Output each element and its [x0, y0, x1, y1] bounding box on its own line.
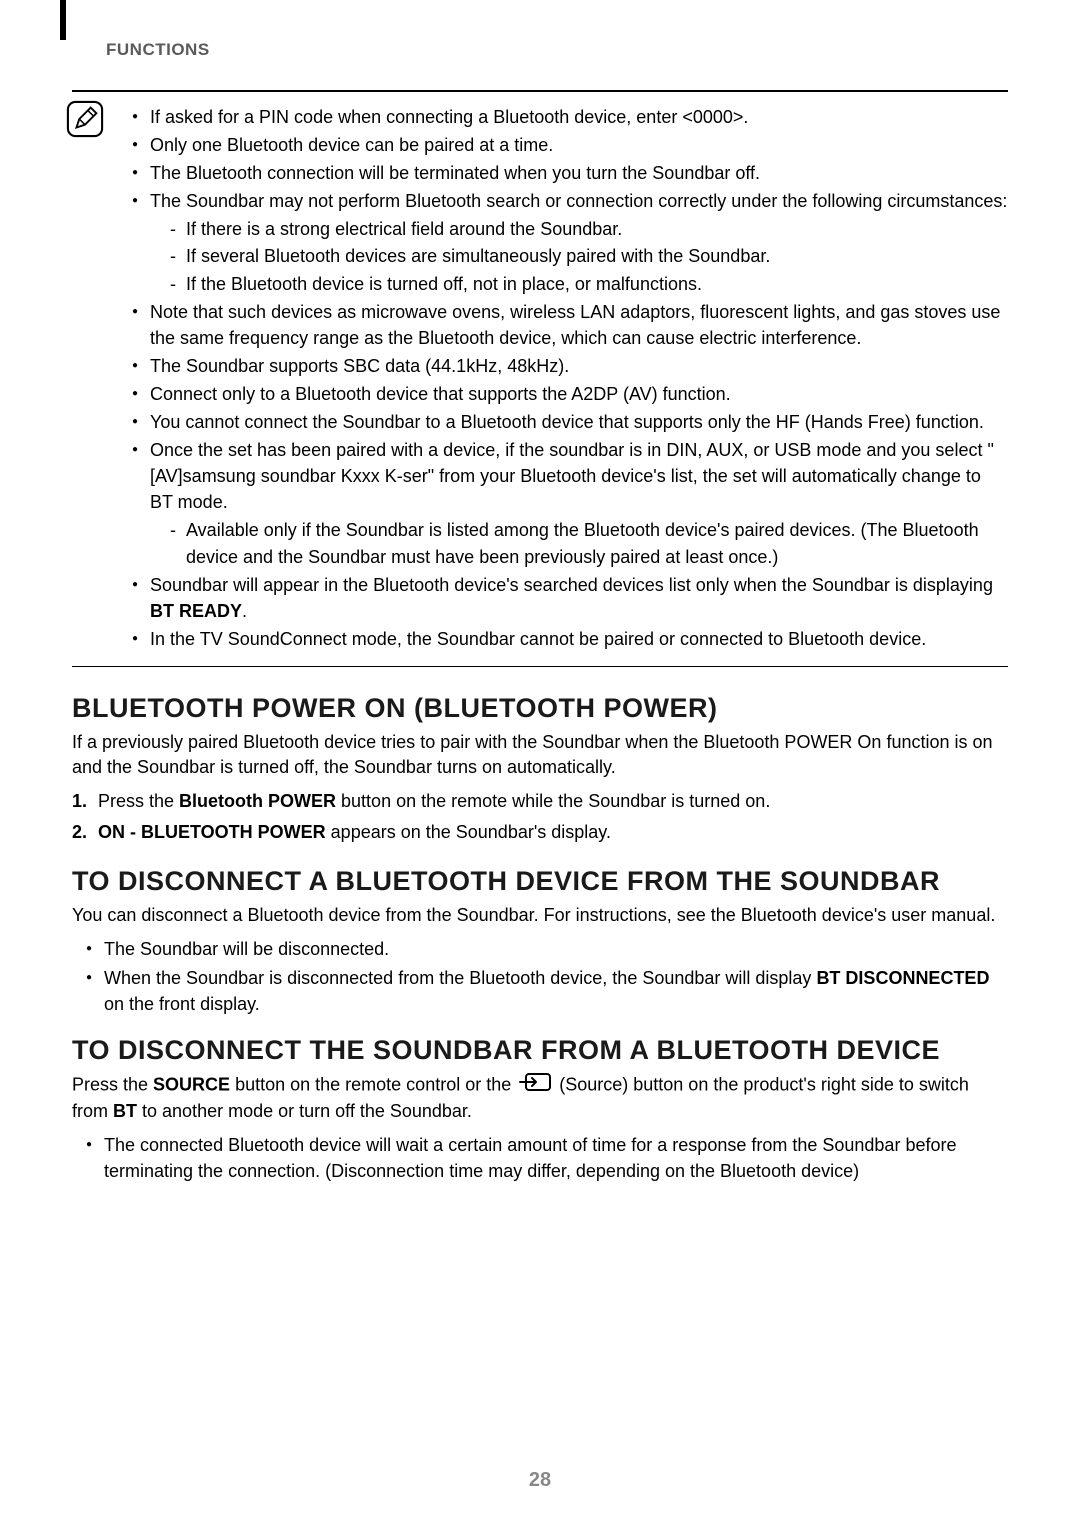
note-item: The Soundbar may not perform Bluetooth s… — [132, 188, 1008, 296]
intro-disconnect-soundbar: Press the SOURCE button on the remote co… — [72, 1072, 1008, 1124]
note-item: Connect only to a Bluetooth device that … — [132, 381, 1008, 407]
list-item: The Soundbar will be disconnected. — [86, 936, 1008, 962]
source-icon — [518, 1072, 552, 1099]
note-item: Only one Bluetooth device can be paired … — [132, 132, 1008, 158]
list-item: The connected Bluetooth device will wait… — [86, 1132, 1008, 1184]
note-item: You cannot connect the Soundbar to a Blu… — [132, 409, 1008, 435]
note-pencil-icon — [66, 100, 104, 138]
heading-bluetooth-power: BLUETOOTH POWER ON (BLUETOOTH POWER) — [72, 693, 1008, 724]
heading-disconnect-soundbar: TO DISCONNECT THE SOUNDBAR FROM A BLUETO… — [72, 1035, 1008, 1066]
note-subitem: If there is a strong electrical field ar… — [170, 216, 1008, 242]
section-bluetooth-power: BLUETOOTH POWER ON (BLUETOOTH POWER) If … — [72, 693, 1008, 846]
section-disconnect-soundbar: TO DISCONNECT THE SOUNDBAR FROM A BLUETO… — [72, 1035, 1008, 1185]
note-subitem: Available only if the Soundbar is listed… — [170, 517, 1008, 569]
step-item: 1.Press the Bluetooth POWER button on th… — [72, 788, 1008, 815]
heading-disconnect-device: TO DISCONNECT A BLUETOOTH DEVICE FROM TH… — [72, 866, 1008, 897]
note-subitem: If several Bluetooth devices are simulta… — [170, 243, 1008, 269]
note-item: Once the set has been paired with a devi… — [132, 437, 1008, 569]
section-disconnect-device: TO DISCONNECT A BLUETOOTH DEVICE FROM TH… — [72, 866, 1008, 1016]
note-subitem: If the Bluetooth device is turned off, n… — [170, 271, 1008, 297]
note-item: Soundbar will appear in the Bluetooth de… — [132, 572, 1008, 624]
list-item: When the Soundbar is disconnected from t… — [86, 965, 1008, 1017]
note-box: If asked for a PIN code when connecting … — [72, 90, 1008, 667]
intro-disconnect-device: You can disconnect a Bluetooth device fr… — [72, 903, 1008, 928]
intro-bluetooth-power: If a previously paired Bluetooth device … — [72, 730, 1008, 780]
page-number: 28 — [0, 1469, 1080, 1492]
step-item: 2.ON - BLUETOOTH POWER appears on the So… — [72, 819, 1008, 846]
note-item: The Bluetooth connection will be termina… — [132, 160, 1008, 186]
header-tab — [60, 0, 66, 40]
note-item: The Soundbar supports SBC data (44.1kHz,… — [132, 353, 1008, 379]
note-item: Note that such devices as microwave oven… — [132, 299, 1008, 351]
note-item: In the TV SoundConnect mode, the Soundba… — [132, 626, 1008, 652]
note-item: If asked for a PIN code when connecting … — [132, 104, 1008, 130]
section-header: FUNCTIONS — [106, 40, 1008, 60]
